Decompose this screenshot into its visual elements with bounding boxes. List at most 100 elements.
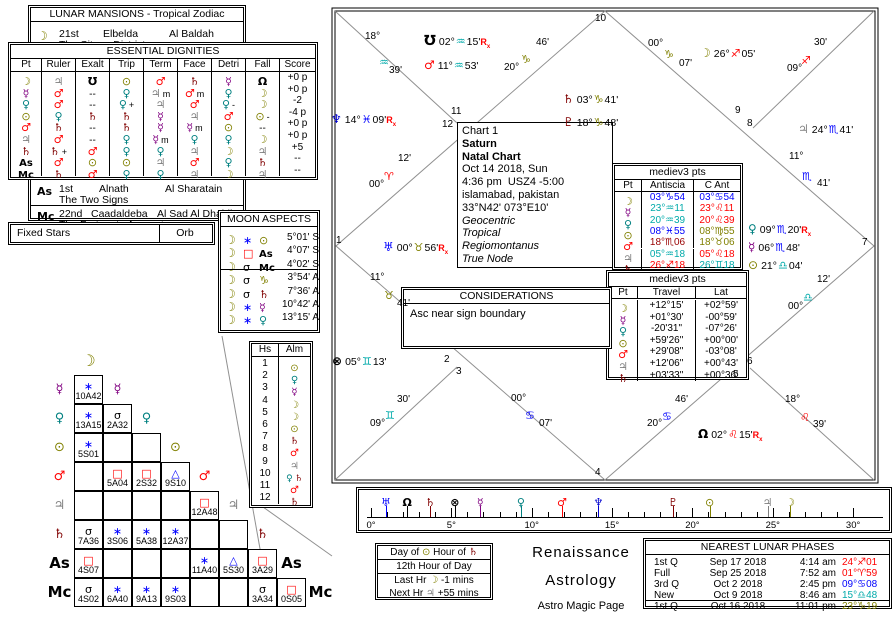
cusp-degree: 39' xyxy=(389,65,403,76)
sun-icon: ⊙ xyxy=(421,547,431,558)
moon-icon: ☽ xyxy=(623,195,633,208)
moon-icon: ☽ xyxy=(700,46,711,60)
aspect-type: σ xyxy=(243,258,250,276)
travel-title: mediev3 pts xyxy=(609,273,746,287)
aspect-orb: 5A04 xyxy=(106,478,129,488)
mars-icon: ♂ xyxy=(189,156,200,170)
pluto-icon: ♇ xyxy=(668,496,679,509)
conjunction-icon: σ xyxy=(259,583,266,596)
planet-label: ⊗ 05°♊13' xyxy=(332,353,387,369)
lat-value: -00°59' xyxy=(695,311,746,324)
phase-name: 1st Q xyxy=(654,557,678,568)
square-icon: □ xyxy=(199,496,210,509)
min: 08 xyxy=(866,579,878,590)
mercury-icon: ☿ xyxy=(619,313,627,327)
sagittarius-icon: ♐ xyxy=(665,259,674,271)
jupiter-icon: ♃ xyxy=(155,156,166,170)
cusp-sign: ♋ xyxy=(525,407,535,423)
dignity-point: ♄ xyxy=(11,142,41,157)
min: 18 xyxy=(673,259,686,271)
dignity-modifier: + xyxy=(128,100,135,111)
min: 54 xyxy=(673,192,686,203)
lat-value: -07°26' xyxy=(695,323,746,335)
dignity-point: ♀ xyxy=(11,95,41,110)
dignity-score: -- xyxy=(279,153,315,165)
antiscia-header-0: Pt xyxy=(615,180,641,192)
house-number: 5 xyxy=(733,369,739,380)
venus-icon: ♀ xyxy=(122,133,131,146)
almuten-rulers: ♀ xyxy=(279,370,310,388)
dignity-cell: ⊙ xyxy=(211,118,245,133)
aspect-grid-cell xyxy=(219,520,248,549)
venus-icon: ♀ xyxy=(122,86,131,100)
ruler-tick xyxy=(692,508,694,517)
moon-aspect-row: ☽ σ ♄ 7°36' A xyxy=(221,285,319,300)
aspect-wrap: □ xyxy=(249,550,276,566)
aspect-grid-cell xyxy=(103,433,132,462)
cusp-sign: ♐ xyxy=(801,52,811,68)
saturn-icon: ♄ xyxy=(623,264,633,275)
moon-icon: ☽ xyxy=(257,133,268,146)
aspect-orb: 5S30 xyxy=(222,565,245,575)
mars-icon: ♂ xyxy=(87,167,98,181)
planet-minute: 15' xyxy=(466,36,481,48)
dignity-cell: ⊙ xyxy=(109,153,143,168)
saturn-icon: ♄ xyxy=(256,527,269,542)
mansion-number: 1st xyxy=(59,183,74,195)
planet-label: ℧ 02°♒15'Rx xyxy=(424,33,490,50)
ruler-planet: ♅ xyxy=(380,493,392,511)
aspect-a: ☽ xyxy=(225,285,236,303)
divider xyxy=(646,600,889,601)
almuten-house: 8 xyxy=(262,443,268,455)
planet-label: ♇ 18°♑48' xyxy=(563,114,618,130)
cusp-degree: 07' xyxy=(539,418,553,429)
jupiter-icon: ♃ xyxy=(150,86,161,100)
dignity-cell: ♂ xyxy=(143,72,177,87)
dignity-score: +5 xyxy=(279,141,315,154)
aspect-grid-cell: △ 9S10 xyxy=(161,462,190,491)
cusp-degree: 12' xyxy=(398,153,412,164)
dignity-point: As xyxy=(11,153,41,169)
travel-header-1: Travel xyxy=(637,287,695,299)
almuten-rulers: ⊙ xyxy=(279,419,310,437)
aspect-value: 5°01' S xyxy=(286,232,319,243)
venus-icon: ♀ xyxy=(224,133,233,146)
sextile-icon: ∗ xyxy=(170,525,181,538)
ruler-planet: ♃ xyxy=(762,493,774,511)
saturn-icon: ♄ xyxy=(121,121,132,135)
capricorn-icon: ♑ xyxy=(521,53,531,66)
trine-icon: △ xyxy=(229,554,238,567)
min: 18 xyxy=(723,259,735,271)
almuten-rulers: ♀ ♄ xyxy=(279,468,310,486)
cusp-degree: 00° xyxy=(648,38,664,49)
aspect-orb: 9S10 xyxy=(164,478,187,488)
dignity-cell: ♂ xyxy=(211,106,245,122)
dignity-cell: ♀ xyxy=(143,141,177,157)
pisces-icon: ♓ xyxy=(665,225,674,237)
ruler-planet-tick xyxy=(709,506,711,517)
cusp-degree: 41' xyxy=(817,178,831,189)
mercury-icon: ☿ xyxy=(157,121,164,135)
ruler-planet-tick xyxy=(454,506,456,517)
ruler-tick xyxy=(435,512,437,517)
aspect-orb: 5A38 xyxy=(135,536,158,546)
planet-minute: 13' xyxy=(372,356,387,368)
ruler-tick xyxy=(740,512,742,517)
dignity-modifier: - xyxy=(266,111,270,122)
travel-value: +59'26" xyxy=(637,334,695,347)
saturn-icon: ♄ xyxy=(53,527,66,542)
day-hour-text: Next Hr xyxy=(389,588,427,599)
aspect-a: ☽ xyxy=(225,231,236,249)
divider xyxy=(278,357,279,504)
dignity-score: -- xyxy=(279,164,315,177)
moon-icon: ☽ xyxy=(225,246,236,261)
mars-icon: ♂ xyxy=(290,448,299,460)
dignity-point: Mc xyxy=(11,165,41,180)
moon-icon: ☽ xyxy=(225,233,236,247)
mars-icon: ♂ xyxy=(21,121,31,135)
considerations-panel: CONSIDERATIONS Asc near sign boundary xyxy=(401,287,612,349)
scorpio-icon: ♏ xyxy=(665,237,674,249)
ruler-planet-tick xyxy=(407,506,409,517)
ruler-tick xyxy=(708,512,710,517)
